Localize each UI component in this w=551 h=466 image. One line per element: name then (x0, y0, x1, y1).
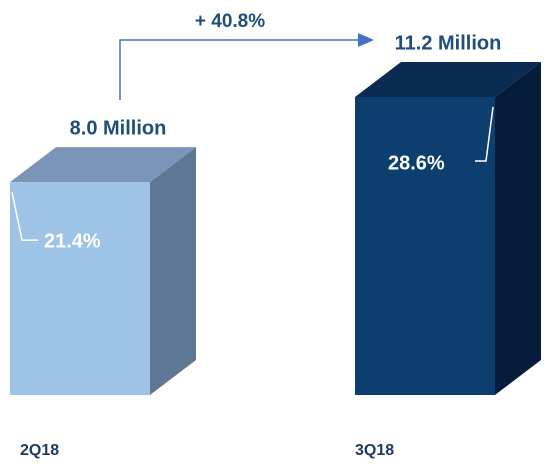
bar-side (495, 62, 541, 395)
inner-label: 21.4% (44, 230, 101, 252)
value-label: 11.2 Million (395, 32, 502, 54)
bar (355, 97, 495, 395)
x-tick-label: 3Q18 (355, 442, 394, 459)
leader-line (475, 106, 494, 162)
x-tick-label: 2Q18 (20, 442, 59, 459)
bar (10, 182, 150, 395)
value-label: 8.0 Million (70, 117, 167, 139)
arrow-head (358, 33, 374, 47)
inner-label: 28.6% (388, 152, 445, 174)
growth-arrow (119, 39, 362, 100)
leader-line (11, 191, 38, 241)
bar-top (355, 62, 541, 97)
growth-label: + 40.8% (195, 11, 265, 32)
bar-side (150, 147, 196, 395)
bar-top (10, 147, 196, 183)
